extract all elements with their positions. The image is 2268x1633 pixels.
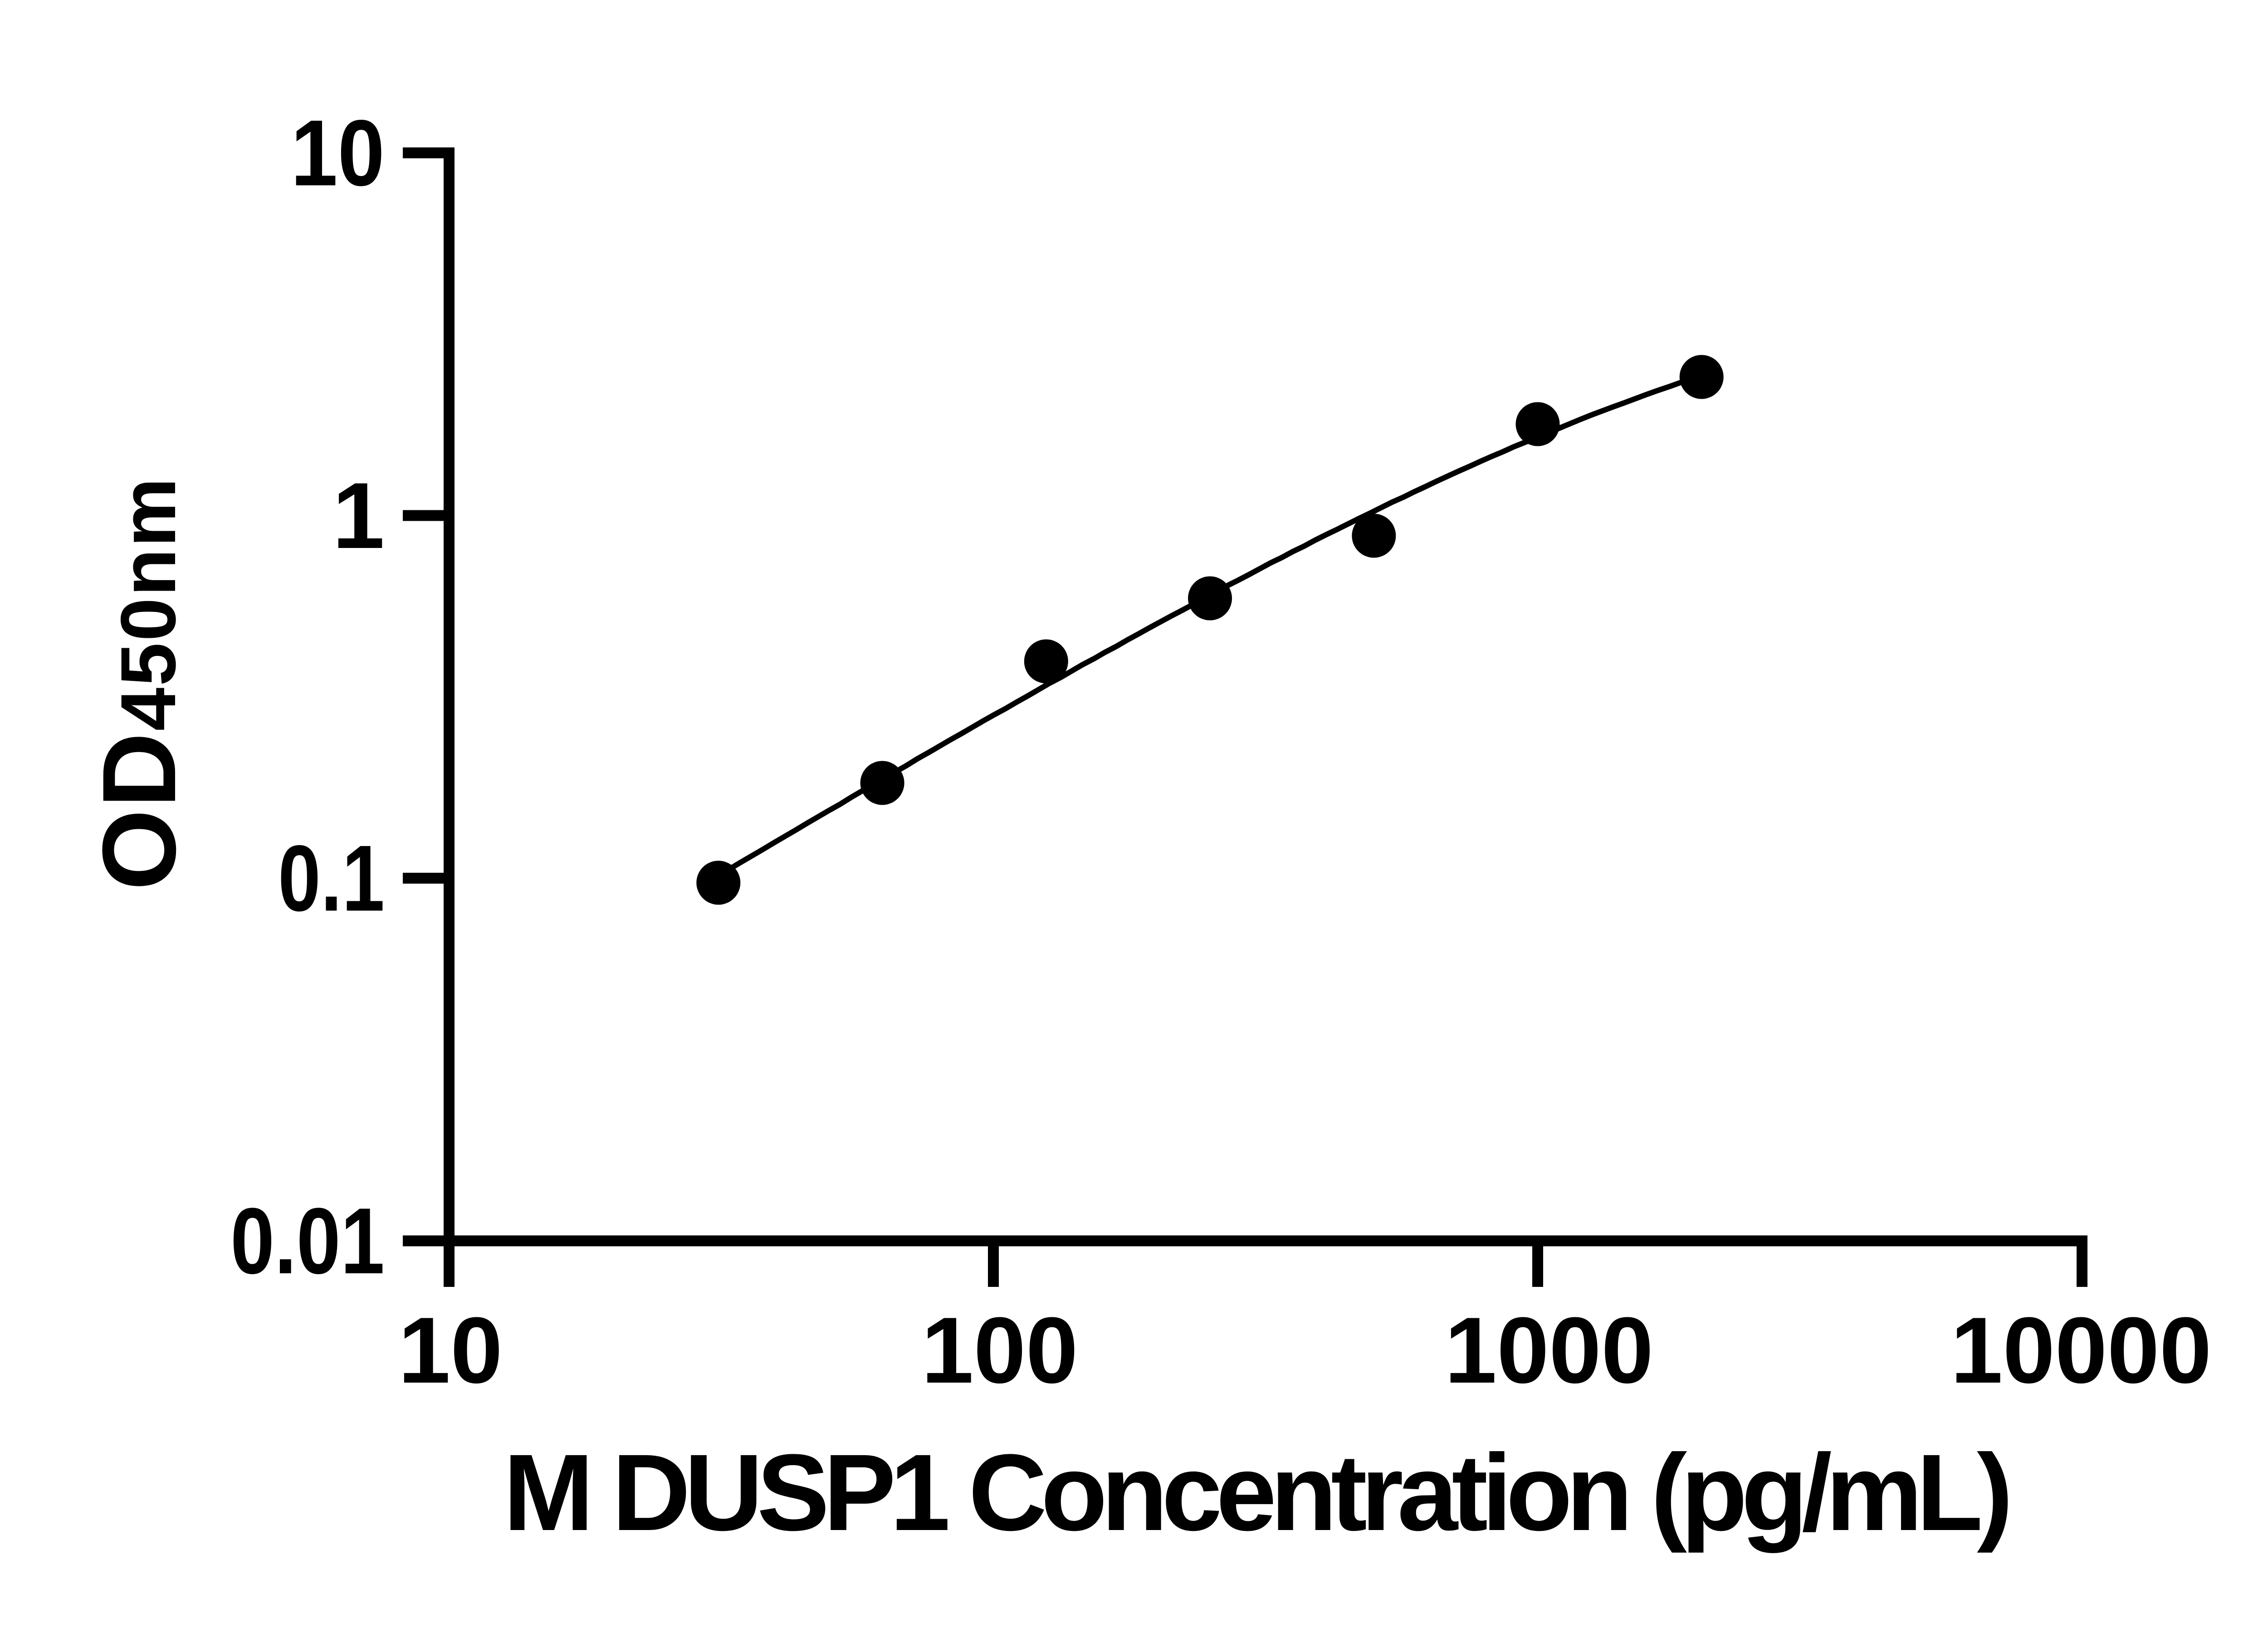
svg-text:10: 10 — [398, 1298, 503, 1403]
svg-text:1000: 1000 — [1445, 1298, 1654, 1403]
svg-text:0.01: 0.01 — [230, 1188, 385, 1293]
svg-text:100: 100 — [921, 1298, 1078, 1403]
svg-text:M DUSP1 Concentration (pg/mL): M DUSP1 Concentration (pg/mL) — [503, 1432, 2008, 1553]
svg-text:10: 10 — [291, 101, 385, 205]
svg-text:1: 1 — [332, 463, 385, 568]
svg-text:10000: 10000 — [1950, 1298, 2212, 1403]
svg-text:0.1: 0.1 — [278, 826, 385, 931]
